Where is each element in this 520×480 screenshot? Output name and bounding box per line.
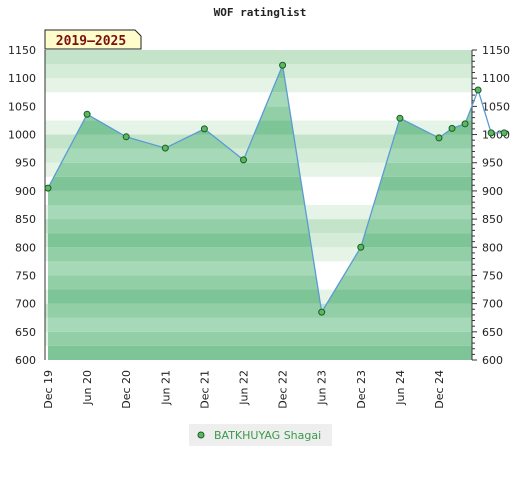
x-tick-label: Jun 20 [81, 370, 94, 406]
x-tick-label: Jun 24 [394, 370, 407, 406]
area-band [48, 345, 472, 360]
y-tick-label-right: 950 [482, 157, 503, 170]
data-point [279, 61, 287, 69]
y-tick-label-left: 750 [15, 269, 36, 282]
legend[interactable]: BATKHUYAG Shagai [189, 424, 332, 446]
y-tick-label-right: 700 [482, 298, 503, 311]
background-band [45, 64, 472, 79]
area-band [48, 331, 472, 346]
background-band [45, 78, 472, 93]
chart-title: WOF ratinglist [214, 6, 307, 19]
y-tick-label-right: 850 [482, 213, 503, 226]
data-point [161, 144, 169, 152]
y-tick-label-right: 900 [482, 185, 503, 198]
data-point [396, 114, 404, 122]
area-band [48, 134, 472, 149]
y-tick-label-left: 600 [15, 354, 36, 367]
y-tick-label-left: 700 [15, 298, 36, 311]
data-point [474, 86, 482, 94]
area-band [48, 247, 472, 262]
data-point [83, 110, 91, 118]
area-band [48, 233, 472, 248]
x-tick-label: Dec 22 [277, 370, 290, 409]
y-axis-left: 600 650 700 750 800 850 900 950 1000 1050 1100 1150 [8, 44, 46, 367]
x-tick-label: Dec 24 [433, 370, 446, 409]
y-tick-label-left: 1150 [8, 44, 36, 57]
area-band [48, 275, 472, 290]
area-band [48, 303, 472, 318]
area-band [48, 190, 472, 205]
area-band [48, 148, 472, 163]
date-range-badge: 2019–2025 [44, 29, 142, 50]
data-point [44, 184, 52, 192]
background-band [45, 92, 472, 107]
series-line [47, 62, 505, 314]
area-band [48, 162, 472, 177]
plot-clip-group [45, 50, 472, 360]
badge-label: 2019–2025 [56, 34, 126, 49]
x-axis: Dec 19 Jun 20 Dec 20 Jun 21 Dec 21 Jun 22 Dec … [42, 370, 446, 409]
area-band [48, 289, 472, 304]
y-tick-label-left: 950 [15, 157, 36, 170]
x-tick-label: Dec 21 [198, 370, 211, 409]
data-point [500, 129, 508, 137]
data-point [461, 120, 469, 128]
data-point [240, 156, 247, 164]
data-point [487, 129, 495, 137]
y-tick-label-right: 800 [482, 241, 503, 254]
data-point [357, 243, 365, 251]
y-tick-label-right: 750 [482, 269, 503, 282]
x-tick-label: Dec 20 [120, 370, 133, 409]
y-tick-label-left: 1050 [8, 100, 36, 113]
x-tick-label: Jun 21 [159, 370, 172, 406]
y-tick-label-left: 650 [15, 326, 36, 339]
y-tick-label-right: 650 [482, 326, 503, 339]
y-tick-label-left: 1100 [8, 72, 36, 85]
x-tick-label: Jun 22 [238, 370, 251, 406]
series-group [44, 61, 508, 316]
data-point [122, 133, 130, 141]
y-tick-label-left: 800 [15, 241, 36, 254]
area-band [48, 219, 472, 234]
data-point [318, 308, 326, 316]
legend-marker [197, 431, 205, 439]
y-tick-label-right: 1050 [482, 100, 510, 113]
area-band [48, 317, 472, 332]
data-point [448, 124, 456, 132]
y-tick-label-right: 1100 [482, 72, 510, 85]
y-tick-label-right: 1150 [482, 44, 510, 57]
area-band [48, 205, 472, 220]
area-band [48, 176, 472, 191]
background-band [45, 106, 472, 121]
x-tick-label: Jun 23 [316, 370, 329, 406]
area-band [48, 261, 472, 276]
y-tick-label-left: 850 [15, 213, 36, 226]
data-point [435, 134, 443, 142]
badge-box [44, 29, 142, 50]
legend-label: BATKHUYAG Shagai [214, 429, 321, 442]
y-tick-label-left: 900 [15, 185, 36, 198]
x-tick-label: Dec 23 [355, 370, 368, 409]
x-tick-label: Dec 19 [42, 370, 55, 409]
background-band [45, 50, 472, 65]
data-point [200, 125, 208, 133]
y-tick-label-right: 600 [482, 354, 503, 367]
y-tick-label-left: 1000 [8, 129, 36, 142]
legend-box [189, 424, 332, 446]
plot-area [45, 50, 472, 360]
